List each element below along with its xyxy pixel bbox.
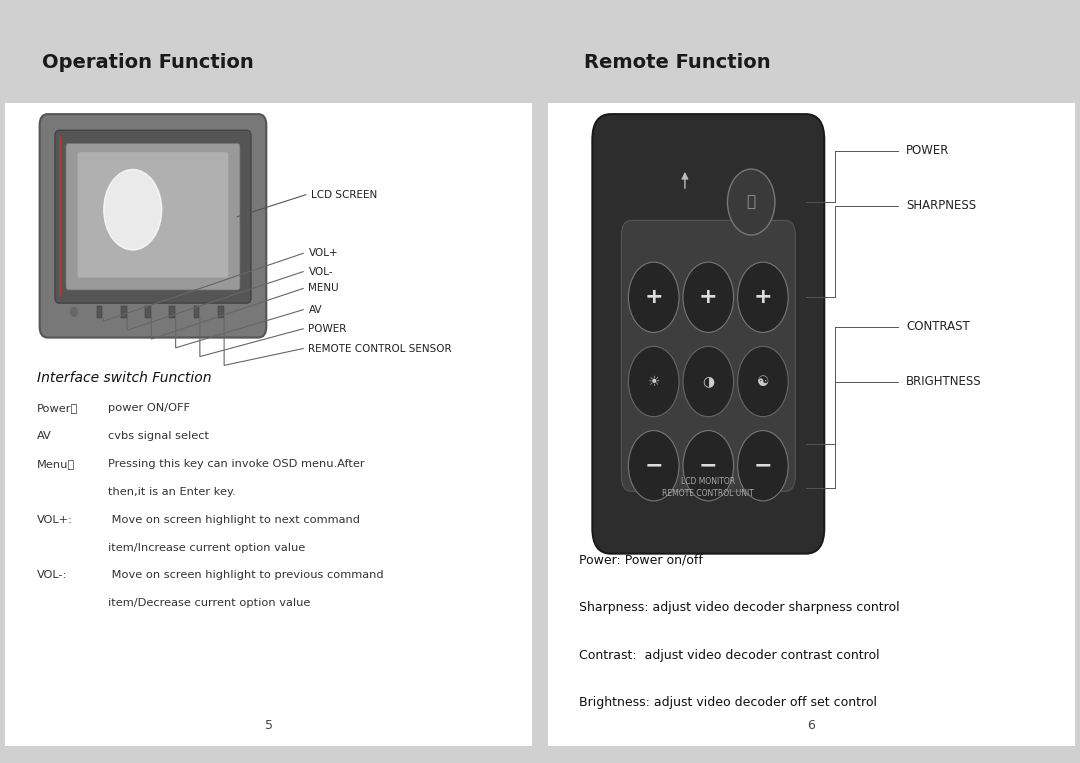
Bar [121, 306, 126, 317]
FancyBboxPatch shape [66, 143, 240, 290]
Text: ◑: ◑ [702, 375, 714, 388]
Text: POWER: POWER [906, 144, 949, 157]
Text: item/Decrease current option value: item/Decrease current option value [108, 598, 311, 608]
Text: ☯: ☯ [757, 375, 769, 388]
Text: ⏻: ⏻ [746, 195, 756, 210]
Bar [96, 306, 103, 317]
FancyBboxPatch shape [78, 153, 228, 278]
Bar [218, 306, 224, 317]
Text: 5: 5 [265, 720, 273, 732]
Text: Contrast:  adjust video decoder contrast control: Contrast: adjust video decoder contrast … [579, 649, 880, 662]
Text: Move on screen highlight to next command: Move on screen highlight to next command [108, 515, 360, 525]
Circle shape [629, 430, 679, 501]
Bar [170, 306, 175, 317]
Bar [145, 306, 151, 317]
Text: Menu：: Menu： [37, 459, 76, 469]
Text: Remote Function: Remote Function [584, 53, 771, 72]
FancyBboxPatch shape [55, 130, 251, 303]
Text: LCD SCREEN: LCD SCREEN [311, 190, 377, 200]
Text: VOL+: VOL+ [309, 248, 338, 259]
Circle shape [738, 346, 788, 417]
Text: Sharpness: adjust video decoder sharpness control: Sharpness: adjust video decoder sharpnes… [579, 601, 900, 614]
Circle shape [71, 307, 77, 317]
Circle shape [738, 262, 788, 333]
Text: −: − [754, 456, 772, 476]
Bar [59, 136, 62, 298]
Circle shape [629, 346, 679, 417]
Bar [5, 15, 532, 103]
Text: VOL+:: VOL+: [37, 515, 72, 525]
Text: CONTRAST: CONTRAST [906, 320, 970, 333]
Text: Operation Function: Operation Function [42, 53, 254, 72]
Text: power ON/OFF: power ON/OFF [108, 404, 190, 414]
Text: MENU: MENU [309, 284, 339, 294]
Circle shape [683, 430, 733, 501]
Circle shape [683, 262, 733, 333]
Bar [193, 306, 200, 317]
Text: cvbs signal select: cvbs signal select [108, 431, 210, 441]
Text: Interface switch Function: Interface switch Function [37, 371, 212, 385]
Text: SHARPNESS: SHARPNESS [906, 199, 976, 212]
Circle shape [104, 169, 162, 250]
Text: Brightness: adjust video decoder off set control: Brightness: adjust video decoder off set… [579, 697, 877, 710]
Text: Power：: Power： [37, 404, 79, 414]
FancyBboxPatch shape [592, 114, 824, 554]
Text: Pressing this key can invoke OSD menu.After: Pressing this key can invoke OSD menu.Af… [108, 459, 365, 469]
Text: item/Increase current option value: item/Increase current option value [108, 542, 306, 552]
Text: ☀: ☀ [647, 375, 660, 388]
Text: +: + [754, 287, 772, 307]
Text: +: + [699, 287, 717, 307]
Text: BRIGHTNESS: BRIGHTNESS [906, 375, 982, 388]
Circle shape [738, 430, 788, 501]
Bar [548, 15, 1075, 103]
FancyBboxPatch shape [40, 114, 267, 337]
Text: POWER: POWER [309, 324, 347, 333]
Text: AV: AV [37, 431, 52, 441]
Circle shape [728, 169, 775, 235]
Text: VOL-:: VOL-: [37, 571, 67, 581]
Text: then,it is an Enter key.: then,it is an Enter key. [108, 487, 235, 497]
Text: 6: 6 [807, 720, 815, 732]
Text: −: − [645, 456, 663, 476]
Text: AV: AV [309, 304, 322, 314]
Text: VOL-: VOL- [309, 266, 333, 277]
FancyBboxPatch shape [621, 221, 795, 491]
Text: +: + [645, 287, 663, 307]
Text: Move on screen highlight to previous command: Move on screen highlight to previous com… [108, 571, 383, 581]
Text: −: − [699, 456, 717, 476]
Circle shape [629, 262, 679, 333]
Text: REMOTE CONTROL SENSOR: REMOTE CONTROL SENSOR [309, 343, 453, 353]
Text: LCD MONITOR
REMOTE CONTROL UNIT: LCD MONITOR REMOTE CONTROL UNIT [662, 477, 754, 498]
Circle shape [683, 346, 733, 417]
Text: Power: Power on/off: Power: Power on/off [579, 554, 703, 567]
